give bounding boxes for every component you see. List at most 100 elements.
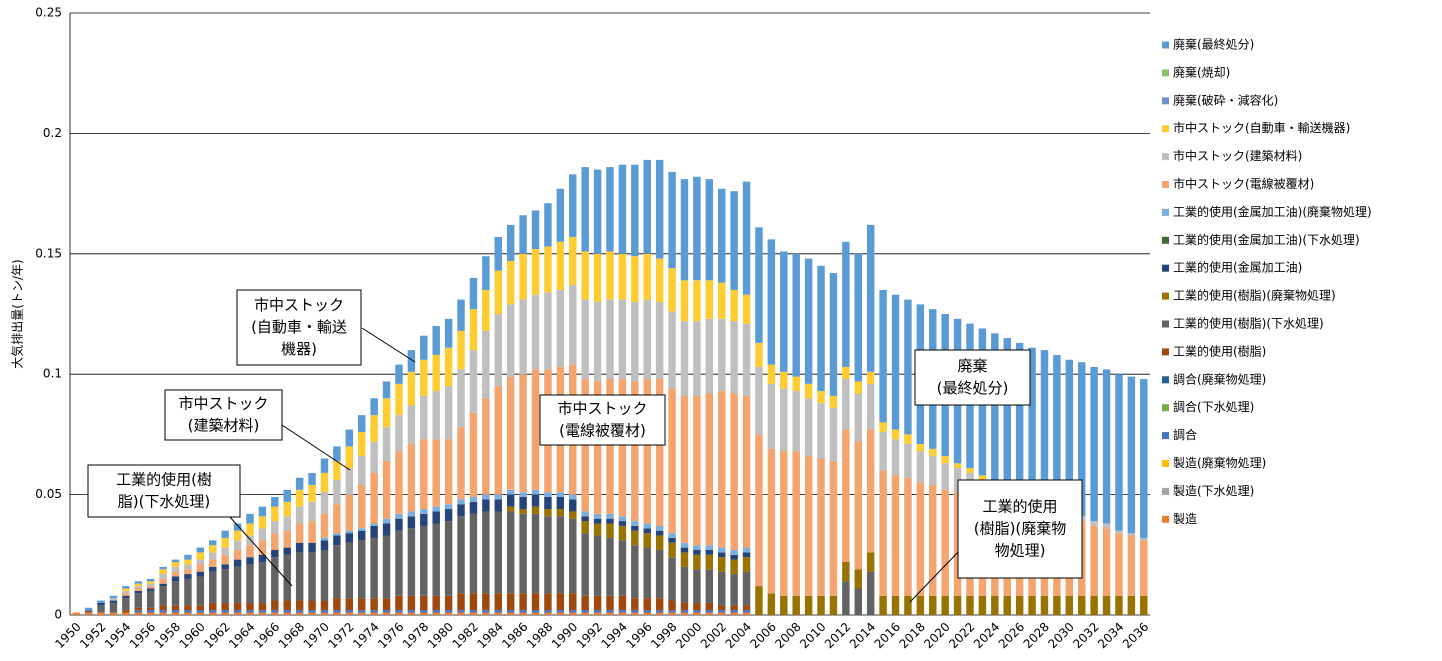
bar-segment — [395, 451, 403, 514]
x-tick-label: 1950 — [52, 620, 83, 651]
bar-segment — [146, 581, 155, 584]
bar-segment — [929, 448, 937, 457]
annotation-box — [539, 394, 666, 446]
bar-segment — [494, 386, 502, 495]
bar-segment — [122, 586, 130, 589]
legend-swatch — [1162, 153, 1169, 161]
legend-label: 製造(下水処理) — [1173, 484, 1254, 498]
bar-segment — [382, 523, 391, 536]
bar-segment — [308, 612, 316, 615]
bar-segment — [469, 610, 478, 613]
bar-segment — [333, 598, 341, 611]
x-tick-label: 2036 — [1120, 620, 1151, 651]
bar-segment — [581, 251, 589, 300]
bar-segment — [519, 374, 527, 493]
bar-segment — [693, 395, 701, 546]
annotation-text: 廃棄 — [957, 357, 987, 375]
bar-segment — [457, 593, 465, 611]
bar-segment — [1140, 537, 1148, 541]
bar-segment — [171, 562, 180, 567]
y-tick-label: 0.15 — [35, 246, 62, 260]
bar-segment — [519, 253, 527, 300]
bar-segment — [556, 188, 565, 242]
bar-segment — [593, 595, 602, 611]
bar-segment — [407, 511, 416, 517]
bar-segment — [420, 439, 428, 510]
bar-segment — [569, 285, 577, 365]
bar-segment — [730, 393, 738, 550]
x-tick-label: 1954 — [102, 620, 133, 651]
bar-segment — [1028, 595, 1036, 615]
bar-segment — [668, 388, 676, 534]
x-tick-label: 1968 — [276, 620, 307, 651]
x-tick-label: 2028 — [1021, 620, 1052, 651]
bar-segment — [506, 610, 515, 613]
bar-segment — [407, 612, 416, 615]
bar-segment — [420, 610, 428, 613]
bar-segment — [159, 574, 167, 579]
bar-segment — [879, 431, 887, 471]
bar-segment — [1102, 528, 1111, 596]
bar-segment — [358, 610, 366, 613]
bar-segment — [742, 571, 751, 606]
bar-segment — [593, 518, 602, 524]
bar-segment — [581, 516, 589, 522]
bar-segment — [358, 598, 366, 611]
bar-segment — [320, 492, 329, 514]
bar-segment — [444, 386, 453, 440]
bar-segment — [283, 600, 291, 611]
bar-segment — [854, 393, 862, 442]
bar-segment — [730, 289, 738, 322]
bar-segment — [196, 576, 205, 606]
annotation-text: (最終処分) — [937, 379, 1009, 397]
bar-segment — [829, 595, 838, 615]
bar-segment — [1102, 523, 1111, 529]
bar-segment — [742, 181, 751, 295]
bar-segment — [308, 600, 316, 611]
bar-segment — [358, 530, 366, 541]
bar-segment — [246, 602, 254, 611]
bar-segment — [308, 552, 316, 601]
bar-segment — [159, 578, 167, 584]
bar-segment — [680, 395, 689, 543]
bar-segment — [742, 323, 751, 396]
bar-segment — [444, 318, 453, 348]
legend-label: 工業的使用(金属加工油)(廃棄物処理) — [1173, 204, 1372, 219]
legend-label: 製造 — [1173, 512, 1197, 526]
bar-segment — [308, 472, 316, 485]
bar-segment — [569, 610, 577, 613]
bar-segment — [705, 612, 714, 615]
bar-segment — [730, 574, 738, 606]
legend-swatch — [1162, 487, 1169, 495]
bar-segment — [556, 492, 565, 498]
bar-segment — [209, 571, 217, 603]
bar-segment — [718, 610, 726, 613]
bar-segment — [866, 371, 875, 384]
bar-segment — [506, 376, 515, 490]
x-tick-label: 2012 — [822, 620, 853, 651]
bar-segment — [1040, 350, 1049, 502]
bar-segment — [680, 542, 689, 548]
bar-segment — [904, 477, 912, 596]
bar-segment — [469, 412, 478, 498]
bar-segment — [1140, 379, 1148, 538]
annotation-text: 脂)(下水処理) — [118, 493, 211, 511]
bar-segment — [618, 610, 627, 613]
bar-segment — [432, 523, 440, 596]
bar-segment — [680, 610, 689, 613]
bar-segment — [593, 523, 602, 536]
bar-segment — [668, 311, 676, 389]
legend-label: 工業的使用(金属加工油) — [1173, 260, 1302, 275]
bar-segment — [271, 600, 279, 611]
bar-segment — [531, 294, 540, 370]
bar-segment — [382, 460, 391, 519]
bar-segment — [457, 516, 465, 594]
bar-segment — [742, 395, 751, 548]
bar-segment — [531, 610, 540, 613]
bar-segment — [829, 395, 838, 408]
bar-segment — [320, 540, 329, 550]
bar-segment — [531, 506, 540, 514]
bar-segment — [271, 506, 279, 522]
bar-segment — [730, 612, 738, 615]
x-tick-label: 2006 — [747, 620, 778, 651]
